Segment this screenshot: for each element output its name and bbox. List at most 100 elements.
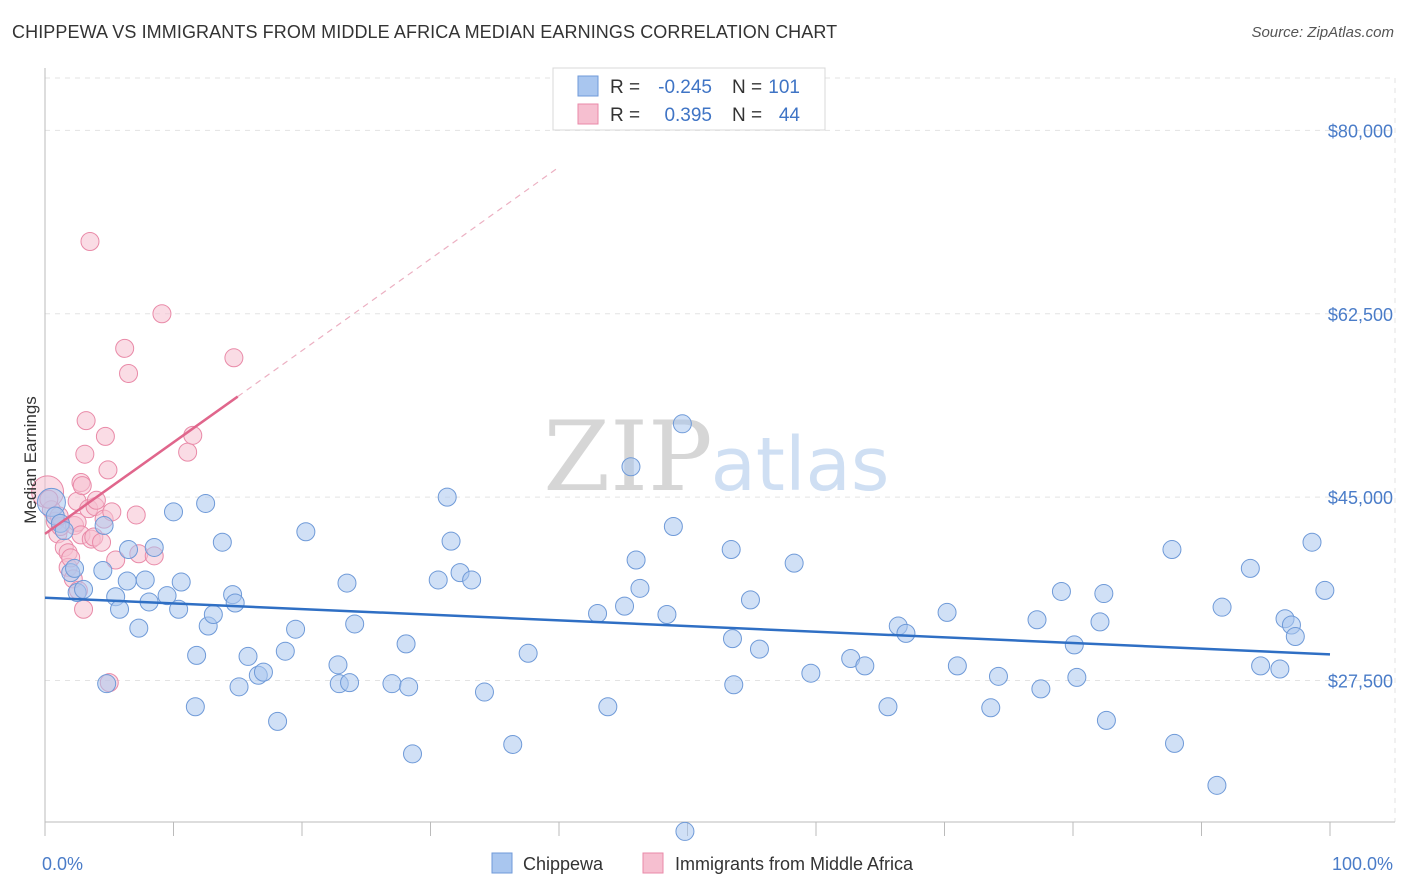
blue-point [164, 502, 183, 522]
x-tick-label-0: 0.0% [42, 854, 83, 874]
blue-point [1027, 610, 1047, 630]
blue-point [1270, 659, 1290, 679]
source-label: Source: ZipAtlas.com [1251, 24, 1394, 41]
blue-point [157, 586, 177, 606]
blue-point [275, 641, 295, 661]
blue-point [1031, 679, 1051, 699]
y-tick-labels: $27,500 $45,000 $62,500 $80,000 [1328, 121, 1393, 691]
blue-point [441, 531, 461, 551]
pink-point [92, 532, 112, 552]
watermark: ZIP atlas [543, 401, 889, 513]
blue-point [144, 537, 164, 557]
blue-point [296, 522, 316, 542]
blue-point [588, 603, 608, 623]
blue-point [672, 414, 692, 434]
blue-point [212, 532, 232, 552]
blue-point [74, 579, 94, 599]
blue-point [1251, 656, 1271, 676]
blue-point [1094, 584, 1114, 604]
legend-n-value-pink: 44 [779, 105, 801, 126]
blue-point [65, 558, 85, 578]
blue-point [878, 697, 898, 717]
legend-r-value-blue: -0.245 [658, 77, 712, 98]
blue-point [229, 677, 249, 697]
blue-point [518, 643, 538, 663]
pink-point [119, 364, 139, 384]
pink-point [76, 411, 96, 431]
pink-trend-extension [237, 166, 560, 398]
blue-series-points [36, 414, 1335, 841]
blue-point [740, 590, 760, 610]
blue-point [598, 697, 618, 717]
pink-point [152, 304, 172, 324]
blue-point [225, 593, 245, 613]
blue-point [428, 570, 448, 590]
blue-point [340, 673, 360, 693]
x-tick-labels: 0.0% 100.0% [42, 854, 1393, 874]
blue-point [1067, 667, 1087, 687]
blue-point [855, 656, 875, 676]
blue-point [630, 578, 650, 598]
blue-point [663, 516, 683, 536]
blue-trend-line [44, 596, 1331, 656]
legend-swatch-blue [577, 75, 599, 97]
pink-point [74, 599, 94, 619]
blue-point [129, 618, 149, 638]
blue-point [196, 493, 216, 513]
x-tick-label-1: 100.0% [1332, 854, 1393, 874]
blue-point [187, 645, 207, 665]
blue-point [403, 744, 423, 764]
blue-point [749, 639, 769, 659]
blue-point [722, 629, 742, 649]
legend-r-label-blue: R = [610, 77, 640, 98]
blue-point [1064, 635, 1084, 655]
blue-point [1302, 532, 1322, 552]
blue-point [238, 646, 258, 666]
pink-point [72, 476, 92, 496]
bottom-legend-label-pink: Immigrants from Middle Africa [675, 854, 914, 874]
blue-point [119, 540, 139, 560]
y-tick-label-0: $27,500 [1328, 672, 1393, 692]
y-axis-label: Median Earnings [21, 396, 40, 524]
legend-r-value-pink: 0.395 [664, 105, 712, 126]
blue-point [626, 550, 646, 570]
blue-point [724, 675, 744, 695]
blue-point [337, 573, 357, 593]
bottom-legend-swatch-pink [642, 852, 664, 874]
blue-point [462, 570, 482, 590]
blue-point [345, 614, 365, 634]
y-tick-label-1: $45,000 [1328, 488, 1393, 508]
blue-point [399, 677, 419, 697]
blue-point [93, 561, 113, 581]
blue-point [988, 666, 1008, 686]
bottom-legend: Chippewa Immigrants from Middle Africa [491, 852, 914, 874]
blue-point [203, 605, 223, 625]
blue-point [721, 540, 741, 560]
pink-point [106, 550, 126, 570]
blue-point [1162, 540, 1182, 560]
blue-point [54, 521, 74, 541]
blue-point [253, 662, 273, 682]
blue-point [981, 698, 1001, 718]
pink-point [98, 460, 118, 480]
blue-point [382, 674, 402, 694]
pink-trend-line [44, 395, 239, 535]
y-tick-label-2: $62,500 [1328, 305, 1393, 325]
blue-point [1207, 775, 1227, 795]
blue-point [437, 487, 457, 507]
pink-point [95, 426, 115, 446]
blue-point [1090, 612, 1110, 632]
blue-point [1165, 733, 1185, 753]
axes [44, 68, 1395, 836]
trend-lines [44, 166, 1331, 656]
blue-point [286, 619, 306, 639]
grid-lines [45, 77, 1396, 822]
pink-point [115, 338, 135, 358]
blue-point [784, 553, 804, 573]
blue-point [110, 599, 130, 619]
bottom-legend-swatch-blue [491, 852, 513, 874]
blue-point [503, 734, 523, 754]
blue-point [97, 674, 117, 694]
blue-point [675, 821, 695, 841]
blue-point [396, 634, 416, 654]
